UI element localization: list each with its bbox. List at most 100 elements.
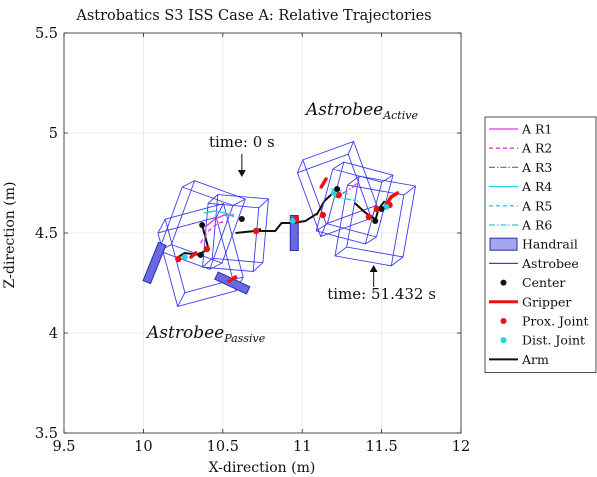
center-point [334,186,341,192]
y-tick-label: 4 [49,326,58,342]
x-tick-label: 9.5 [52,439,75,455]
y-tick-label: 3.5 [35,426,58,442]
chart-title: Astrobatics S3 ISS Case A: Relative Traj… [75,8,431,24]
legend-entry: Dist. Joint [500,333,585,348]
y-tick-label: 5 [49,126,58,142]
prox-joint-point [373,205,381,213]
handrail-left [142,241,167,285]
prox-joint-point [252,227,260,235]
annotation-arrowhead-0 [237,170,246,177]
handrail-bar [142,241,167,285]
legend-label: A R2 [521,141,552,156]
x-tick-label: 11.5 [365,439,397,455]
center-point [238,216,245,222]
trajectory-a-r3 [330,180,360,196]
legend-entry: Prox. Joint [500,314,589,329]
legend-label: Prox. Joint [522,314,589,329]
legend-entry: A R2 [489,141,552,156]
astrobee-edge [252,262,264,272]
x-tick-label: 12 [452,439,470,455]
handrail-bar [289,215,299,251]
annotation-arrowhead-end [369,265,378,272]
dist-joint-point [181,254,188,260]
astrobee-edge [347,141,354,155]
legend-swatch-dot [500,337,507,344]
data-layer [142,140,417,307]
legend-entry: A R1 [489,122,552,137]
trajectory-a-r4 [203,210,235,218]
legend-entry: A R6 [489,218,552,233]
astrobee-edge [202,257,213,268]
astrobee-edge [332,161,345,170]
legend-entry: Arm [489,352,549,367]
center-point [197,252,204,258]
label-astrobee-active: AstrobeeActive [304,100,418,122]
trajectory-a-r2 [199,220,228,244]
astrobee-edge [258,198,269,209]
legend-entry: Astrobee [489,256,579,271]
legend-label: Dist. Joint [522,333,585,348]
astrobee-edge [403,185,416,196]
x-tick-label: 11 [293,439,311,455]
astrobee-edge [232,198,246,206]
y-axis-label: Z-direction (m) [2,182,18,289]
legend-label: Handrail [522,237,578,252]
center-point [199,222,206,228]
annotation-time-end: time: 51.432 s [327,285,436,303]
x-axis-label: X-direction (m) [209,460,316,476]
legend-label: Center [522,275,565,290]
astrobee-edge [215,203,224,218]
legend-label: A R1 [521,122,552,137]
gripper [227,275,238,283]
prox-joint-point [365,213,373,221]
legend-label: A R3 [521,160,552,175]
legend: A R1 A R2 A R3 A R4 A R5 A R6 Handrail Astrobee… [484,116,597,374]
astrobee-edge [177,292,186,307]
astrobee-edge [182,180,195,188]
arm-chain [257,212,319,232]
annotation-time-0: time: 0 s [209,133,275,151]
legend-entry: Handrail [489,237,578,252]
astrobee-edge [316,223,328,232]
astrobee-edge [381,174,394,183]
x-tick-label: 10 [134,439,152,455]
astrobee-edge [320,223,327,237]
prox-joint-point [203,245,211,253]
label-astrobee-active-base: Astrobee [304,100,383,120]
label-astrobee-passive: AstrobeePassive [145,323,266,345]
astrobee-edge [297,159,304,173]
label-astrobee-passive-base: Astrobee [145,323,224,343]
astrobee-edge [391,256,404,267]
prox-joint-point [175,255,182,263]
legend-swatch-dot [500,279,507,286]
x-tick-label: 10.5 [207,439,239,455]
legend-label: A R6 [521,218,552,233]
y-tick-label: 4.5 [35,226,58,242]
dist-joint-point [289,218,296,224]
legend-label: Astrobee [521,256,579,271]
legend-swatch-patch [489,237,518,251]
legend-label: Gripper [522,294,571,309]
astrobee-edge [347,175,360,186]
tick-labels: 9.5 10 10.5 11 11.5 12 3.5 4 4.5 5 5.5 [35,26,470,455]
center-point [378,206,385,212]
astrobee-edge [157,219,166,234]
y-tick-label: 5.5 [35,26,58,42]
prox-joint-point [335,191,342,199]
legend-label: A R5 [521,198,552,213]
astrobee-edge [334,246,347,257]
dist-joint-point [383,204,390,210]
handrail-middle [289,215,299,251]
legend-label: A R4 [521,179,552,194]
legend-entry: A R5 [489,198,552,213]
label-astrobee-passive-sub: Passive [223,332,265,345]
legend-label: Arm [521,352,549,367]
astrobee-edge [365,236,377,245]
legend-swatch-dot [500,318,507,324]
label-astrobee-active-sub: Active [382,109,418,122]
legend-entry: A R4 [489,179,552,194]
gripper [189,251,198,259]
prox-joint-point [319,211,327,219]
